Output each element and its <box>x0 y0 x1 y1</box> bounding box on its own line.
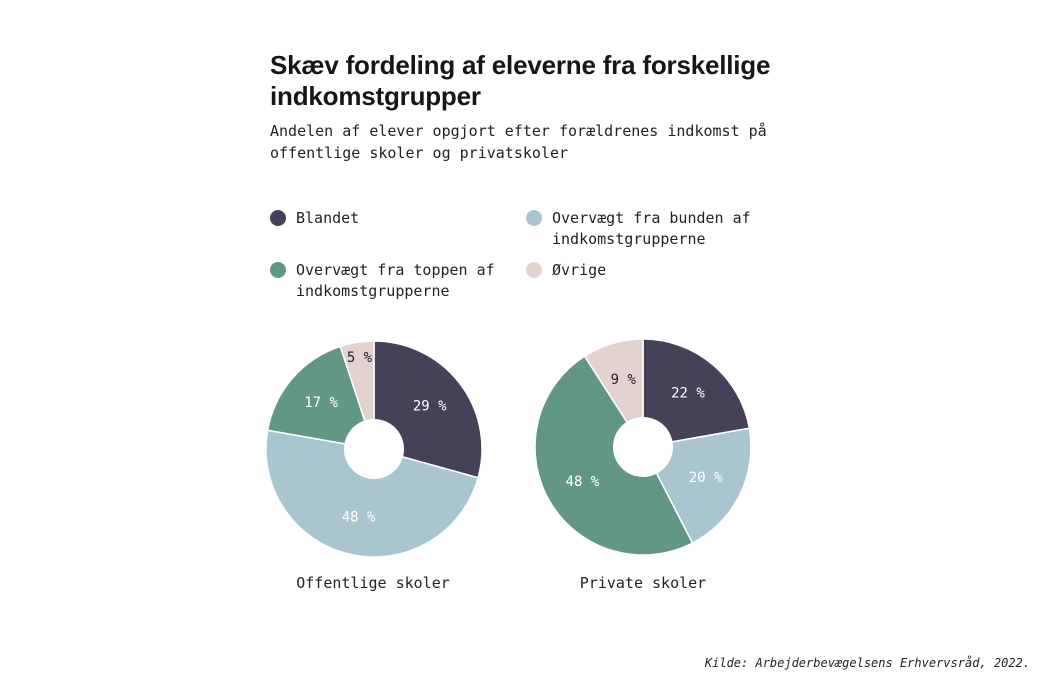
legend-swatch-blandet <box>270 210 286 226</box>
data-label-offentlige-blandet: 29 % <box>413 399 447 415</box>
chart-subtitle: Andelen af elever opgjort efter forældre… <box>270 122 767 162</box>
legend-item-blandet: Blandet <box>270 208 436 229</box>
legend-label-oevrige: Øvrige <box>552 261 607 279</box>
pie-slice-private-toppen <box>534 355 694 556</box>
pie-slice-private-blandet <box>642 338 751 448</box>
data-label-offentlige-toppen: 17 % <box>304 395 338 411</box>
pie-private: 22 % 20 % 48 % 9 % <box>534 338 752 556</box>
pie-slice-private-oevrige <box>583 338 644 450</box>
data-label-offentlige-oevrige: 5 % <box>347 350 373 366</box>
data-label-offentlige-bunden: 48 % <box>342 509 376 525</box>
legend-swatch-toppen <box>270 262 286 278</box>
legend-label-bunden: Overvægt fra bunden af indkomstgrupperne <box>552 209 751 248</box>
legend-swatch-bunden <box>526 210 542 226</box>
legend-label-toppen: Overvægt fra toppen af indkomstgrupperne <box>296 261 495 300</box>
pie-hole-private <box>613 417 673 477</box>
legend-swatch-oevrige <box>526 262 542 278</box>
legend-label-blandet: Blandet <box>296 209 360 227</box>
legend-item-oevrige: Øvrige <box>526 260 692 281</box>
pie-caption-private: Private skoler <box>579 574 707 592</box>
pie-offentlige: 29 % 48 % 17 % 5 % <box>265 340 483 558</box>
data-label-private-blandet: 22 % <box>671 385 705 401</box>
chart-title: Skæv fordeling af eleverne fra forskelli… <box>270 50 771 111</box>
data-label-private-oevrige: 9 % <box>611 372 637 388</box>
pie-hole-offentlige <box>344 419 404 479</box>
source-note: Kilde: Arbejderbevægelsens Erhvervsråd, … <box>704 656 1030 670</box>
pie-slice-offentlige-bunden <box>265 429 480 558</box>
pie-slice-offentlige-toppen <box>266 345 376 450</box>
data-label-private-bunden: 20 % <box>689 470 723 486</box>
legend-item-toppen: Overvægt fra toppen af indkomstgrupperne <box>270 260 496 302</box>
pie-caption-offentlige: Offentlige skoler <box>296 574 450 592</box>
legend-item-bunden: Overvægt fra bunden af indkomstgrupperne <box>526 208 762 250</box>
data-label-private-toppen: 48 % <box>566 474 600 490</box>
